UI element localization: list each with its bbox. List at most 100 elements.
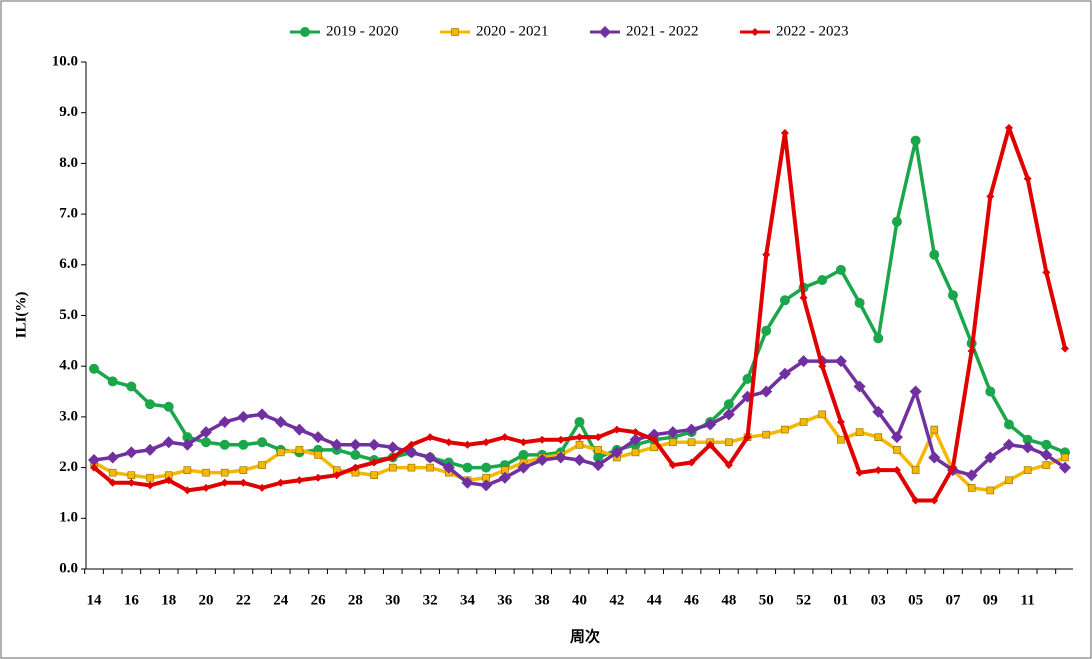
point [574,416,585,427]
x-tick-label: 22 [236,592,251,608]
point [201,437,212,448]
point [405,446,418,459]
point [872,405,885,418]
point [519,438,528,447]
point [669,438,677,447]
point [723,399,734,410]
point [351,463,360,472]
point [463,440,472,449]
point [480,479,493,492]
x-tick-label: 16 [124,592,140,608]
point [257,437,268,448]
point [556,435,565,444]
point [778,367,791,380]
point [258,483,267,492]
point [181,438,194,451]
x-tick-label: 46 [684,592,700,608]
point [685,423,698,436]
point [929,249,940,260]
point [687,458,696,467]
point [536,453,549,466]
x-tick-label: 28 [348,592,363,608]
point [911,466,920,474]
point [295,476,304,485]
point [799,293,808,302]
x-tick-label: 20 [199,592,214,608]
x-tick-label: 34 [460,592,476,608]
point [314,473,323,482]
point [424,451,437,464]
y-tick-label: 4.0 [59,358,78,374]
legend-marker [300,27,310,37]
point [610,446,623,459]
point [88,453,100,466]
point [1059,461,1071,474]
point [612,425,621,434]
point [725,438,733,447]
x-tick-label: 38 [535,592,550,608]
x-tick-label: 44 [647,592,663,608]
point [407,463,416,472]
legend-label: 2020 - 2021 [476,23,549,39]
x-tick-label: 07 [945,592,961,608]
point [388,463,397,472]
point [350,449,361,460]
point [1005,476,1013,485]
point [594,433,603,442]
y-tick-label: 2.0 [59,459,78,475]
x-tick-label: 48 [721,592,736,608]
point [911,496,920,505]
legend-label: 2019 - 2020 [326,23,399,39]
point [388,453,397,462]
point [986,486,995,495]
y-tick-label: 10.0 [52,53,78,69]
point [780,128,789,137]
point [107,376,118,387]
point [575,440,584,449]
x-tick-label: 24 [273,592,289,608]
point [1041,439,1052,450]
point [183,466,192,474]
point [126,381,137,392]
x-tick-label: 01 [833,592,848,608]
point [1061,453,1069,462]
point [835,264,846,275]
point [575,433,584,442]
point [200,426,213,439]
point [594,446,602,454]
legend-marker [599,26,611,38]
point [218,415,231,428]
point [818,410,827,419]
point [984,451,997,464]
y-tick-label: 7.0 [59,206,78,222]
x-tick-label: 26 [311,592,327,608]
point [855,468,864,477]
y-tick-label: 0.0 [59,560,78,576]
point [426,463,434,472]
point [127,478,136,487]
point [146,481,155,490]
point [407,440,416,449]
point [834,355,847,368]
point [797,355,810,368]
point [1022,434,1033,445]
x-tick-label: 40 [572,592,587,608]
point [965,469,978,482]
point [461,476,474,489]
point [498,471,511,484]
point [145,399,156,410]
point [781,425,789,434]
point [276,478,285,487]
point [312,431,325,444]
point [837,435,845,444]
point [554,451,567,464]
point [163,401,174,412]
point [462,462,473,473]
legend-label: 2021 - 2022 [626,23,699,39]
point [1023,466,1032,474]
point [276,448,285,457]
point [183,486,192,495]
point [258,461,266,469]
